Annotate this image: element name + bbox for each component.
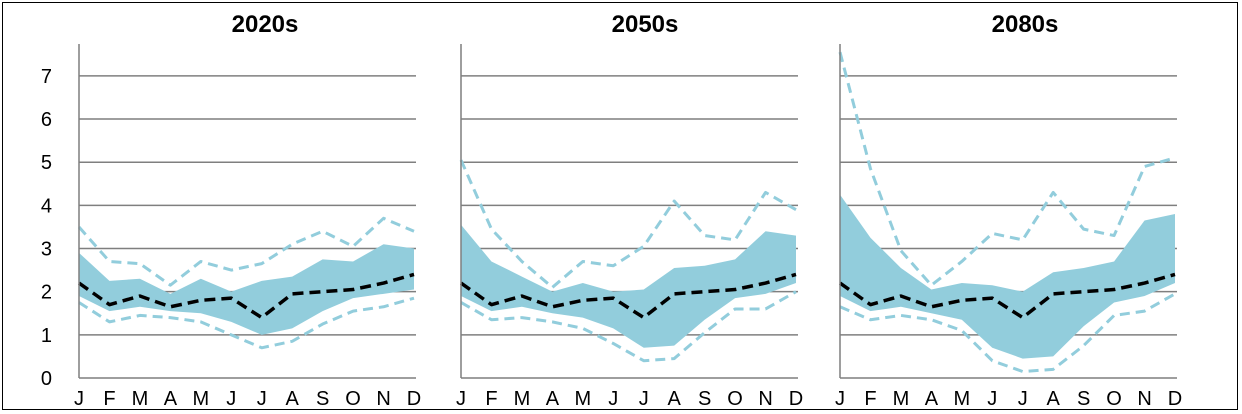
x-tick-label: D <box>1168 388 1182 410</box>
x-tick-label: S <box>698 388 711 410</box>
x-tick-label: N <box>1137 388 1151 410</box>
x-tick-label: N <box>758 388 772 410</box>
x-tick-label: D <box>407 388 421 410</box>
x-tick-label: A <box>164 388 178 410</box>
x-tick-label: M <box>953 388 970 410</box>
x-tick-label: S <box>1077 388 1090 410</box>
x-tick-label: N <box>376 388 390 410</box>
chart-title: 2080s <box>992 11 1059 38</box>
x-tick-label: J <box>456 388 466 410</box>
x-tick-label: M <box>893 388 910 410</box>
chart-title: 2020s <box>232 11 299 38</box>
dashed-upper-line <box>459 159 797 289</box>
y-tick-label: 4 <box>41 195 52 217</box>
x-tick-label: J <box>257 388 267 410</box>
y-tick-label: 5 <box>41 152 52 174</box>
chart-title: 2050s <box>612 11 679 38</box>
x-tick-label: J <box>987 388 997 410</box>
x-tick-label: D <box>789 388 803 410</box>
dashed-lower-line <box>78 296 415 350</box>
x-tick-label: A <box>286 388 300 410</box>
y-tick-label: 3 <box>41 239 52 261</box>
x-tick-label: O <box>1106 388 1122 410</box>
y-tick-label: 2 <box>41 282 52 304</box>
x-tick-label: S <box>316 388 329 410</box>
range-band <box>840 194 1175 359</box>
x-tick-label: F <box>103 388 115 410</box>
x-tick-label: J <box>639 388 649 410</box>
x-tick-label: A <box>1047 388 1061 410</box>
x-tick-label: J <box>835 388 845 410</box>
x-tick-label: A <box>925 388 939 410</box>
range-band <box>461 224 796 348</box>
dashed-lower-line <box>460 290 797 363</box>
dashed-lower-line <box>839 292 1176 374</box>
x-tick-label: J <box>74 388 84 410</box>
x-tick-label: A <box>546 388 560 410</box>
x-tick-label: F <box>485 388 497 410</box>
x-tick-label: O <box>345 388 361 410</box>
x-tick-label: A <box>668 388 682 410</box>
dashed-upper-line <box>838 51 1176 287</box>
x-tick-label: J <box>1018 388 1028 410</box>
x-tick-label: M <box>132 388 149 410</box>
y-tick-label: 6 <box>41 109 52 131</box>
x-tick-label: O <box>727 388 743 410</box>
x-tick-label: J <box>226 388 236 410</box>
y-tick-label: 1 <box>41 325 52 347</box>
x-tick-label: M <box>514 388 531 410</box>
range-band <box>79 244 414 335</box>
x-tick-label: F <box>864 388 876 410</box>
x-tick-label: J <box>608 388 618 410</box>
x-tick-label: M <box>192 388 209 410</box>
y-tick-label: 7 <box>41 66 52 88</box>
dashed-upper-line <box>77 216 415 287</box>
y-tick-label: 0 <box>41 368 52 390</box>
x-tick-label: M <box>574 388 591 410</box>
